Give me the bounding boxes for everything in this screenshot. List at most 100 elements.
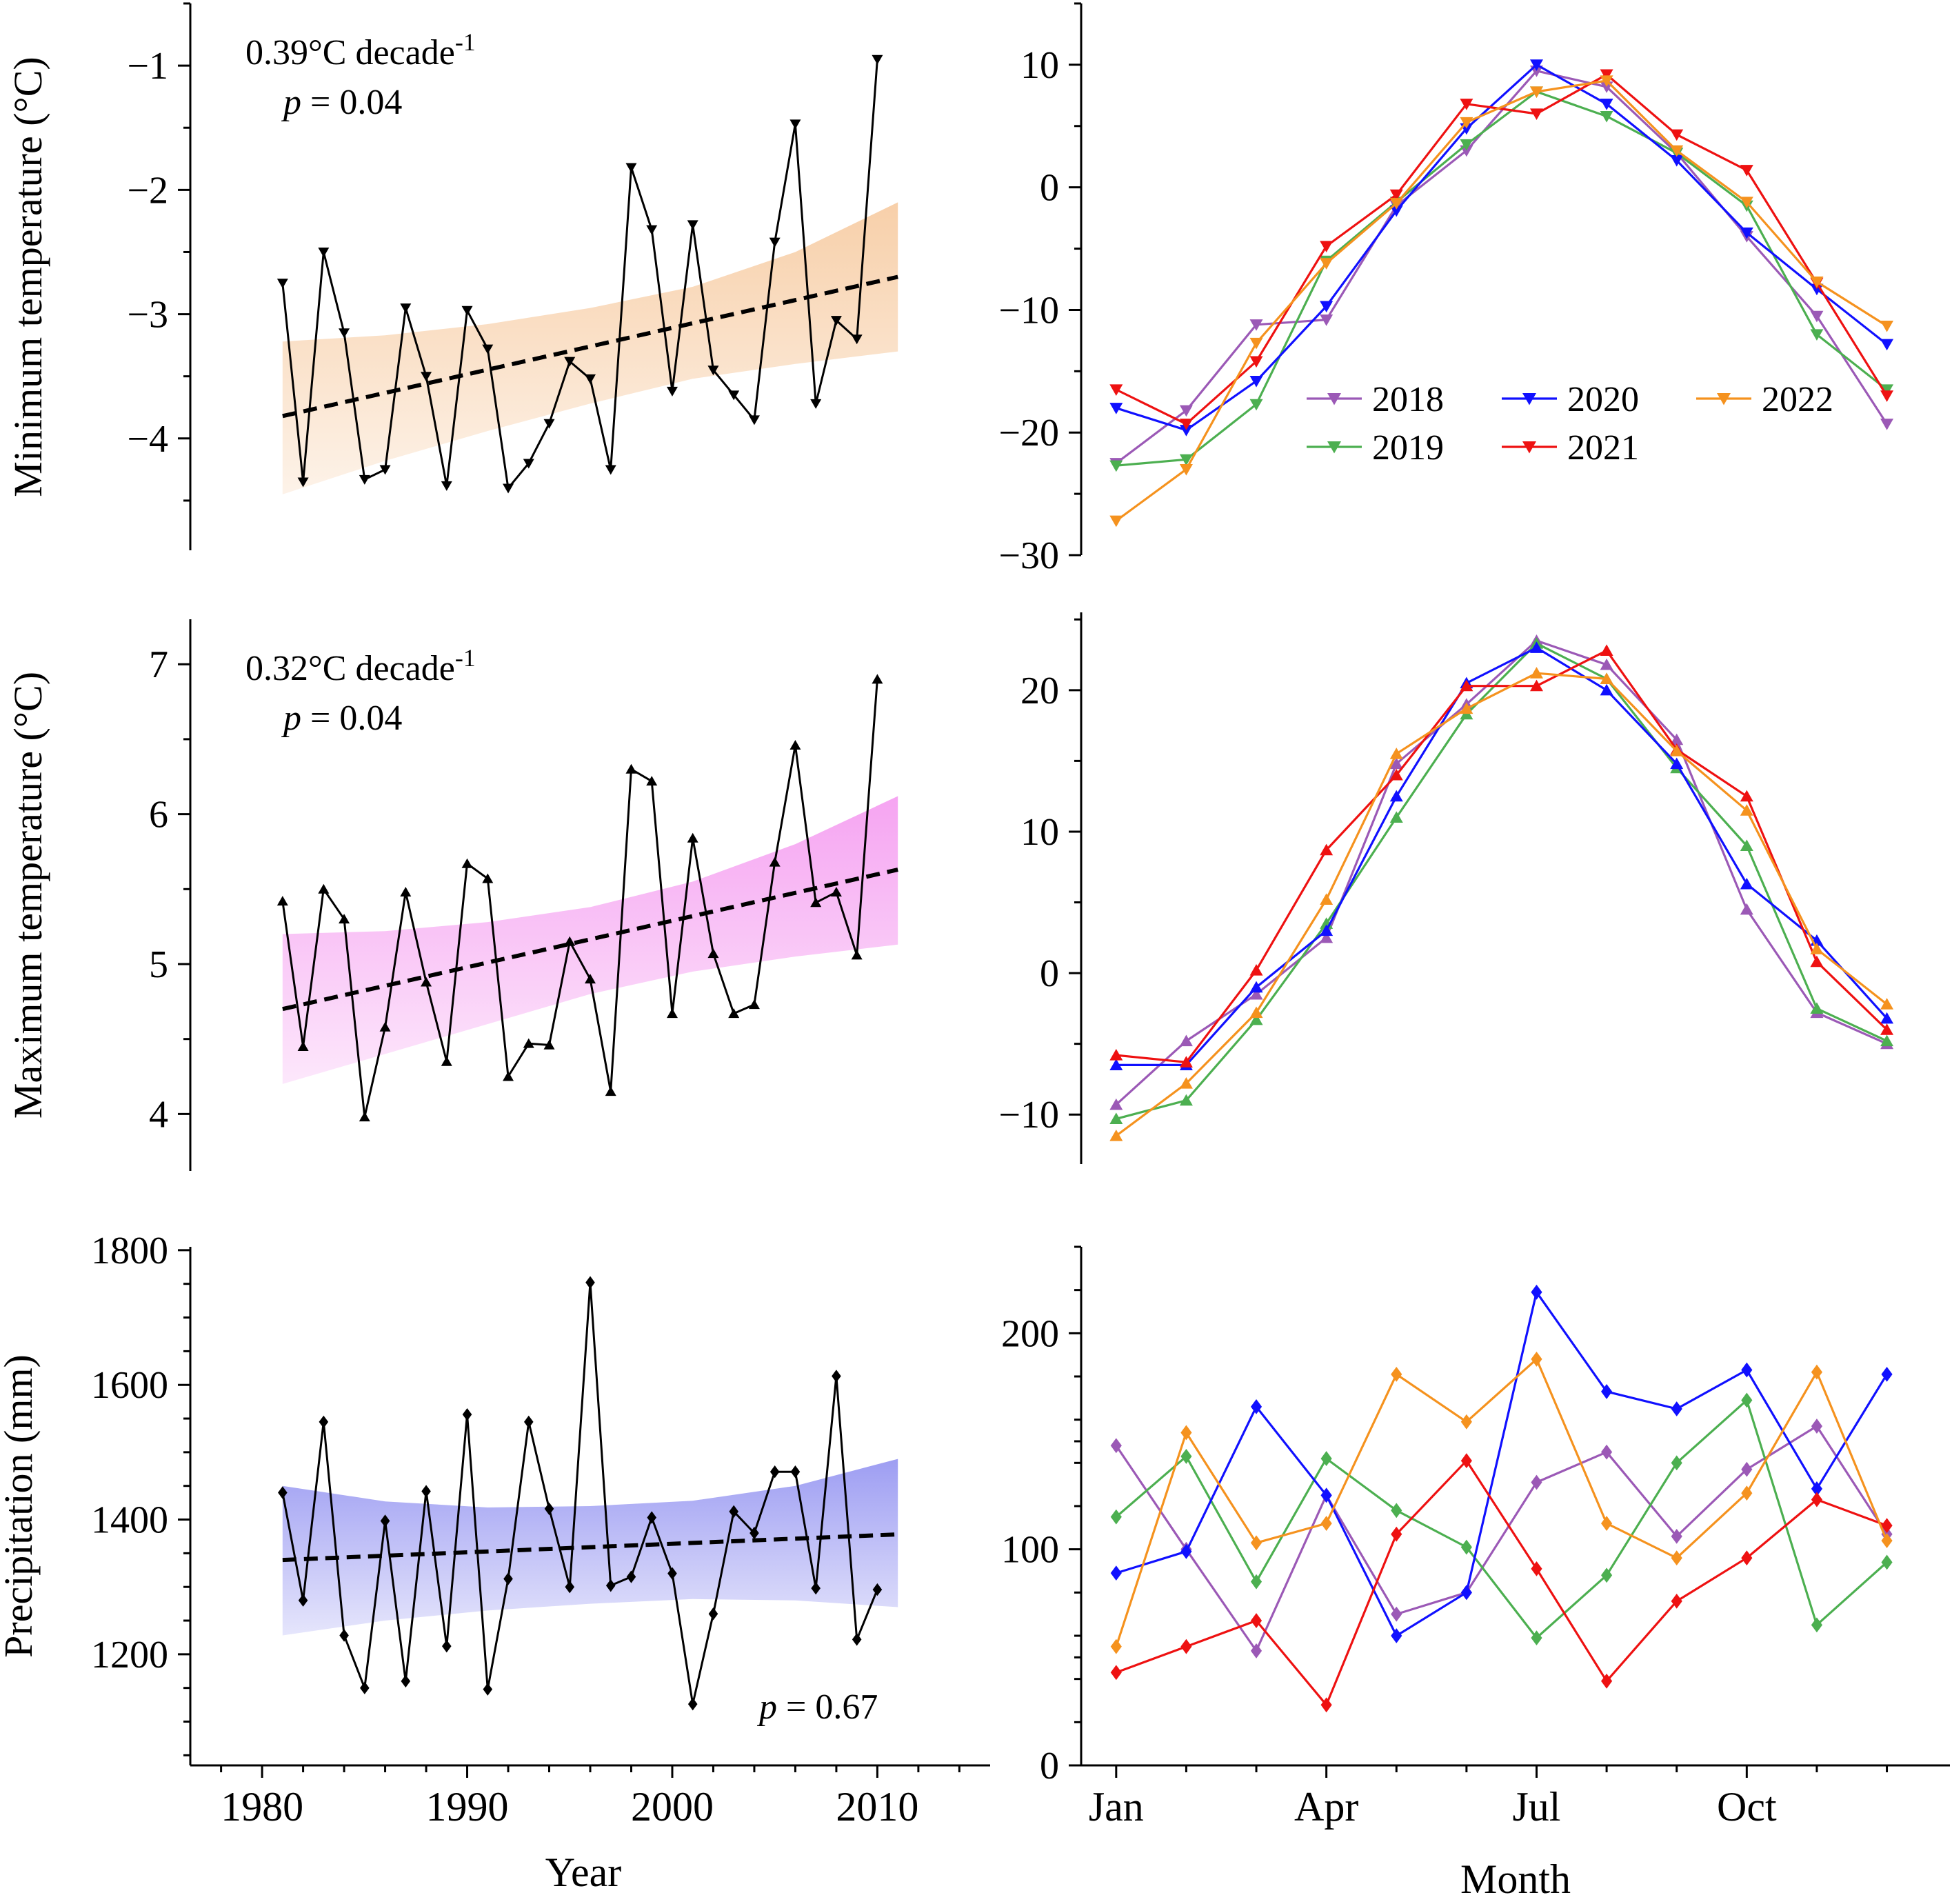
data-point-2021	[1671, 1593, 1682, 1609]
data-point-2022	[1320, 1516, 1332, 1531]
legend-item-2022: 2022	[1696, 380, 1833, 419]
data-point-2021	[1389, 768, 1403, 781]
series-line-2020	[1116, 646, 1888, 1067]
series-line-2018	[1115, 639, 1888, 1105]
data-point-annual	[319, 1415, 329, 1429]
x-tick-label: Apr	[1294, 1784, 1358, 1830]
trend-rate-superscript: -1	[455, 28, 476, 56]
data-point-2021	[1249, 963, 1263, 976]
data-point-2022	[1671, 1550, 1682, 1566]
data-point-2020	[1249, 375, 1263, 388]
data-point-annual	[851, 950, 863, 960]
trend-rate-superscript: -1	[455, 644, 476, 672]
data-point-2019	[1601, 1567, 1613, 1583]
y-tick-label: 0	[1040, 167, 1059, 210]
data-point-2021	[1811, 1492, 1823, 1507]
data-point-2020	[1389, 205, 1403, 217]
legend-marker	[1522, 441, 1536, 454]
data-point-2019	[1810, 329, 1824, 341]
data-point-2021	[1109, 384, 1123, 397]
data-point-annual	[646, 776, 658, 786]
data-point-2018	[1249, 988, 1263, 1000]
data-point-2022	[1601, 1516, 1613, 1531]
data-point-annual	[605, 1086, 616, 1096]
data-point-2019	[1179, 1094, 1193, 1106]
data-point-annual	[441, 1639, 452, 1653]
p-value: = 0.67	[777, 1687, 878, 1727]
data-point-annual	[564, 357, 576, 367]
trend-line	[282, 1532, 898, 1563]
data-point-annual	[687, 1697, 698, 1711]
data-point-2018	[1811, 1419, 1823, 1434]
data-point-2022	[1600, 672, 1613, 685]
data-point-2018	[1179, 1034, 1193, 1047]
data-point-annual	[708, 1607, 718, 1621]
data-point-2020	[1600, 99, 1613, 110]
data-point-2018	[1249, 319, 1263, 331]
legend-item-2020: 2020	[1502, 380, 1639, 419]
data-point-2020	[1671, 1401, 1682, 1416]
data-point-2019	[1249, 1013, 1263, 1025]
data-point-2020	[1391, 1628, 1402, 1643]
data-point-annual	[707, 948, 719, 959]
data-point-2021	[1670, 129, 1684, 141]
data-point-annual	[769, 856, 781, 867]
data-point-annual	[401, 1674, 411, 1688]
legend-marker	[1522, 393, 1536, 405]
y-tick-label: −20	[998, 412, 1059, 454]
data-point-2021	[1740, 790, 1753, 802]
data-point-annual	[359, 1112, 370, 1122]
data-point-2020	[1109, 1059, 1123, 1071]
data-point-annual	[687, 832, 698, 843]
data-point-annual	[810, 399, 822, 409]
panel-precip-monthly: 0 100 200 Jan Apr Jul Oct Month	[1001, 1245, 1950, 1902]
data-point-annual	[503, 1572, 513, 1585]
data-point-annual	[379, 465, 391, 475]
panel-precip-annual: 1200 1400 1600 1800 1980 1990 2000 2010 Year Prec…	[0, 1230, 990, 1895]
y-tick-label: 1200	[91, 1634, 168, 1676]
data-point-annual	[543, 1039, 555, 1050]
data-point-annual	[625, 163, 637, 173]
data-point-annual	[810, 897, 822, 908]
data-point-2019	[1110, 1509, 1122, 1525]
data-point-2022	[1109, 1129, 1123, 1141]
data-point-2020	[1531, 1284, 1542, 1300]
data-point-annual	[749, 1526, 759, 1540]
data-point-annual	[830, 887, 842, 897]
data-point-annual	[585, 974, 596, 984]
data-point-annual	[421, 976, 432, 987]
data-point-2020	[1670, 154, 1684, 167]
data-point-2021	[1391, 1526, 1402, 1542]
data-point-annual	[585, 1276, 595, 1289]
data-point-annual	[544, 1502, 554, 1516]
trend-rate-annotation: 0.39°C decade-1	[245, 28, 476, 72]
panel-max-temp-annual: 4 5 6 7 Maximum temperature (°C) 0.32°C decad…	[6, 619, 898, 1171]
data-point-annual	[769, 1465, 780, 1479]
data-point-annual	[729, 1505, 739, 1519]
data-point-2022	[1529, 667, 1543, 679]
data-point-2021	[1600, 644, 1613, 656]
data-point-2019	[1180, 1449, 1192, 1464]
series-line-annual	[281, 679, 878, 1119]
series-line-2021	[1116, 649, 1888, 1063]
legend-label: 2020	[1567, 380, 1639, 419]
data-point-2019	[1600, 110, 1613, 123]
data-point-2022	[1810, 943, 1824, 954]
data-point-2020	[1601, 1384, 1613, 1399]
x-tick-label: 1980	[221, 1784, 303, 1830]
data-point-annual	[851, 334, 863, 345]
data-point-annual	[339, 914, 350, 924]
series-line-2022	[1115, 1358, 1888, 1647]
data-point-2019	[1320, 1451, 1332, 1466]
data-point-2022	[1179, 1077, 1193, 1089]
data-point-2018	[1531, 1474, 1542, 1490]
x-axis-title: Month	[1460, 1856, 1571, 1902]
data-point-2022	[1180, 1425, 1192, 1441]
data-point-2019	[1391, 1503, 1402, 1519]
legend-label: 2022	[1762, 380, 1833, 419]
data-point-2022	[1249, 337, 1263, 350]
data-point-annual	[318, 883, 330, 894]
data-point-2019	[1109, 460, 1123, 472]
data-point-annual	[503, 1071, 514, 1081]
trend-rate-annotation: 0.32°C decade-1	[245, 644, 476, 688]
